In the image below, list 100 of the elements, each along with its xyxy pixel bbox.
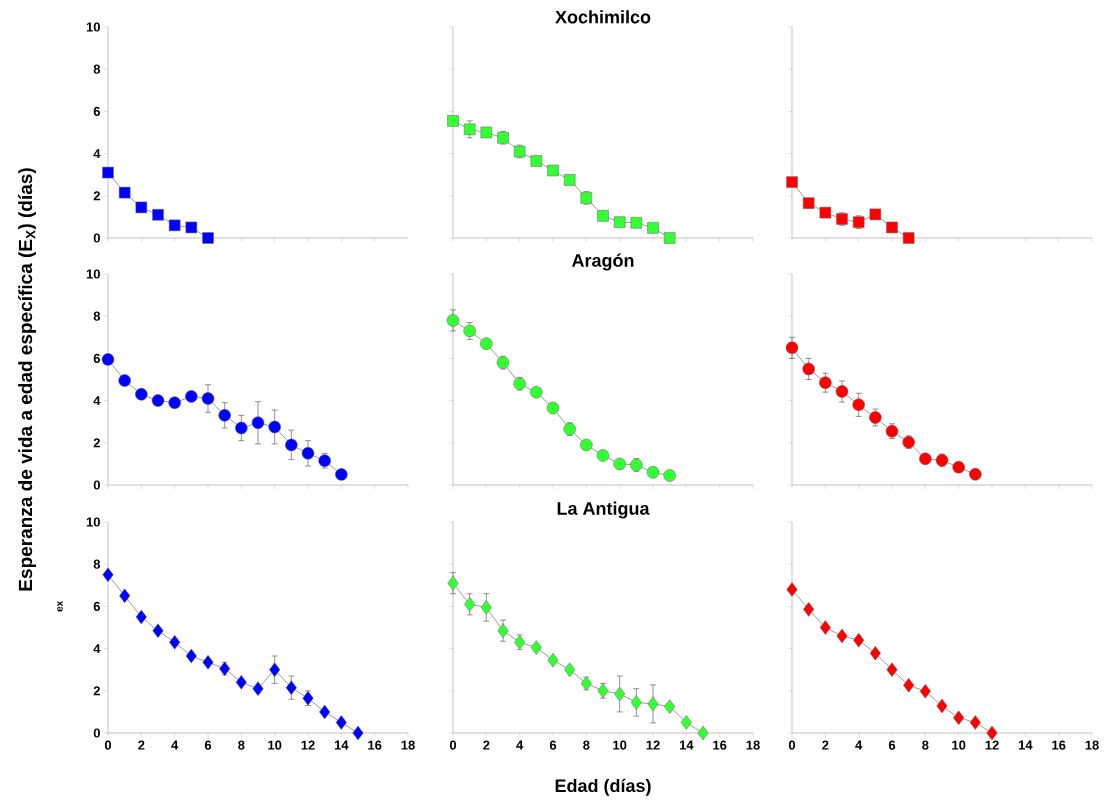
point: [301, 447, 315, 460]
point: [530, 385, 543, 399]
y-tick-label: 10: [86, 22, 100, 32]
point: [201, 392, 215, 405]
x-tick-label: 8: [583, 740, 590, 750]
x-tick-label: 4: [171, 740, 179, 750]
x-tick-label: 8: [238, 740, 245, 750]
point: [903, 678, 915, 693]
x-tick-label: 18: [746, 740, 760, 750]
point: [953, 710, 965, 726]
y-tick-label: 4: [93, 396, 101, 406]
point: [819, 206, 832, 219]
point: [564, 662, 576, 677]
point: [852, 398, 865, 412]
point: [480, 126, 493, 139]
point: [936, 698, 948, 714]
y-tick-label: 4: [93, 644, 101, 654]
x-tick-label: 16: [713, 740, 727, 750]
point: [630, 217, 643, 229]
x-tick-label: 6: [549, 740, 557, 750]
point: [530, 640, 542, 655]
point: [269, 662, 281, 677]
y-axis-title: ex: [57, 600, 63, 612]
x-tick-label: 4: [516, 740, 524, 750]
y-axis-title: Esperanza de vida a edad específica (E$_{X}$) (días): [18, 168, 36, 591]
point: [480, 337, 493, 350]
x-tick-label: 14: [1018, 740, 1033, 750]
point: [447, 575, 459, 591]
x-tick-label: 10: [952, 740, 966, 750]
point: [646, 466, 660, 479]
point: [836, 628, 848, 644]
x-tick-label: 12: [301, 740, 315, 750]
point: [986, 725, 998, 741]
point: [886, 662, 898, 677]
y-tick-label: 2: [93, 438, 100, 448]
point: [252, 681, 264, 696]
point: [319, 704, 331, 720]
point: [447, 115, 459, 127]
point: [101, 353, 115, 366]
point: [786, 176, 798, 188]
x-tick-label: 0: [449, 740, 457, 750]
point: [251, 416, 265, 430]
y-tick-label: 4: [93, 149, 101, 159]
y-tick-label: 0: [93, 233, 100, 243]
point: [446, 314, 460, 327]
y-tick-label: 0: [93, 480, 100, 490]
point: [969, 715, 981, 730]
point: [268, 420, 281, 434]
point: [352, 725, 364, 741]
point: [118, 186, 131, 199]
chart-title: Xochimilco: [555, 10, 651, 24]
point: [630, 695, 642, 710]
point: [802, 362, 815, 376]
y-tick-label: 10: [86, 269, 100, 279]
point: [218, 409, 231, 422]
point: [614, 686, 626, 702]
x-tick-label: 6: [888, 740, 896, 750]
point: [597, 210, 609, 222]
point: [530, 155, 543, 167]
x-tick-label: 6: [204, 740, 212, 750]
point: [185, 390, 198, 403]
y-tick-label: 8: [93, 311, 101, 321]
point: [152, 209, 164, 221]
point: [835, 385, 849, 398]
point: [919, 683, 931, 699]
point: [235, 675, 247, 690]
point: [969, 467, 982, 481]
point: [785, 341, 799, 355]
point: [886, 221, 898, 234]
point: [135, 201, 148, 214]
chart-title: La Antigua: [557, 501, 650, 519]
point: [119, 588, 131, 604]
y-tick-label: 0: [93, 728, 100, 738]
point: [663, 469, 676, 482]
point: [919, 452, 932, 466]
point: [168, 219, 181, 232]
x-tick-label: 0: [104, 740, 112, 750]
point: [202, 232, 214, 244]
x-tick-label: 18: [1085, 740, 1099, 750]
point: [819, 620, 831, 635]
point: [819, 376, 832, 389]
point: [135, 609, 147, 625]
x-tick-label: 0: [788, 740, 796, 750]
point: [235, 421, 248, 435]
x-tick-label: 14: [679, 740, 694, 750]
point: [285, 438, 298, 452]
point: [869, 208, 882, 221]
x-tick-label: 10: [613, 740, 627, 750]
point: [285, 680, 297, 695]
x-tick-label: 2: [822, 740, 829, 750]
point: [335, 468, 348, 481]
point: [580, 438, 593, 452]
point: [202, 655, 214, 670]
x-tick-label: 2: [138, 740, 145, 750]
point: [563, 174, 576, 186]
point: [596, 449, 610, 462]
point: [118, 374, 131, 387]
point: [952, 461, 965, 474]
point: [152, 623, 164, 638]
x-tick-label: 10: [268, 740, 282, 750]
